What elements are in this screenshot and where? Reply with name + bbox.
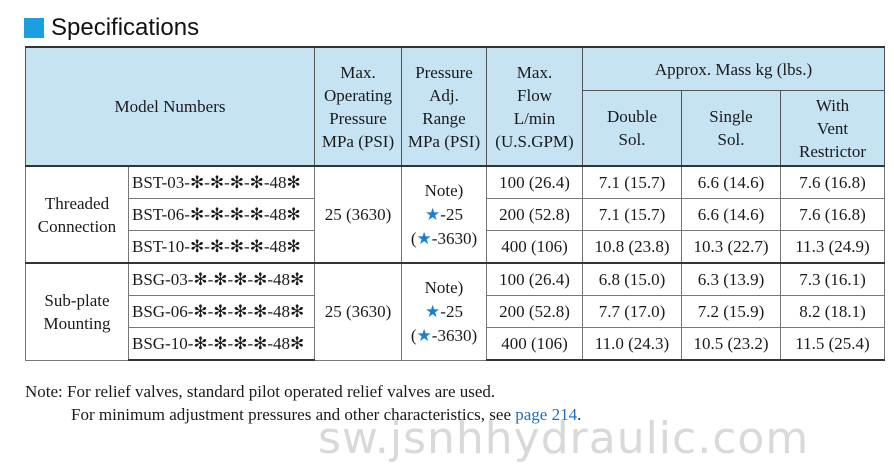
star-icon: ★ [416, 228, 432, 248]
mass-single-cell: 7.2 (15.9) [681, 295, 781, 328]
footnote-line-2: For minimum adjustment pressures and oth… [71, 405, 582, 424]
star-icon: ★ [416, 325, 432, 345]
section-heading: Specifications [24, 14, 199, 42]
model-number-cell: BSG-03-✻-✻-✻-✻-48✻ [128, 262, 315, 296]
heading-square-icon [24, 18, 44, 38]
watermark-text: sw.jsnhhydraulic.com [318, 413, 810, 464]
adj-range-cell: Note) ★-25 (★-3630) [401, 165, 487, 264]
table-row: Threaded Connection BST-03-✻-✻-✻-✻-48✻ 2… [25, 165, 886, 264]
table-row: BST-06-✻-✻-✻-✻-48✻ 200 (52.8) 7.1 (15.7)… [26, 198, 886, 231]
header-double-sol: Double Sol. [582, 90, 682, 167]
flow-cell: 100 (26.4) [486, 165, 583, 199]
header-approx-mass: Approx. Mass kg (lbs.) [581, 46, 886, 91]
header-max-flow: Max. Flow L/min (U.S.GPM) [486, 46, 583, 167]
mass-single-cell: 6.3 (13.9) [681, 262, 781, 296]
table-row: BSG-10-✻-✻-✻-✻-48✻ 400 (106) 11.0 (24.3)… [26, 327, 886, 361]
adj-range-cell: Note) ★-25 (★-3630) [401, 262, 487, 361]
flow-cell: 400 (106) [486, 230, 583, 264]
group-sub-plate-mounting: Sub-plate Mounting BSG-03-✻-✻-✻-✻-48✻ 25… [25, 262, 886, 361]
table-row: BSG-06-✻-✻-✻-✻-48✻ 200 (52.8) 7.7 (17.0)… [26, 295, 886, 328]
mass-double-cell: 10.8 (23.8) [582, 230, 682, 264]
footnote-line-1: Note: For relief valves, standard pilot … [25, 382, 496, 401]
page-reference-link[interactable]: page 214 [515, 405, 578, 424]
mass-vent-cell: 7.6 (16.8) [779, 198, 886, 231]
model-number-cell: BST-06-✻-✻-✻-✻-48✻ [128, 198, 315, 231]
mass-double-cell: 11.0 (24.3) [582, 327, 682, 361]
model-number-cell: BSG-06-✻-✻-✻-✻-48✻ [128, 295, 315, 328]
mass-vent-cell: 7.3 (16.1) [779, 262, 886, 296]
mass-vent-cell: 11.5 (25.4) [779, 327, 886, 361]
header-single-sol: Single Sol. [681, 90, 781, 167]
mass-vent-cell: 8.2 (18.1) [779, 295, 886, 328]
table-row: BST-10-✻-✻-✻-✻-48✻ 400 (106) 10.8 (23.8)… [26, 230, 886, 264]
model-number-cell: BST-03-✻-✻-✻-✻-48✻ [128, 165, 315, 199]
mass-double-cell: 7.1 (15.7) [582, 198, 682, 231]
footnote: Note: For relief valves, standard pilot … [25, 380, 581, 426]
mass-double-cell: 7.7 (17.0) [582, 295, 682, 328]
header-vent-restrictor: With Vent Restrictor [779, 90, 886, 167]
header-pressure-adj-range: Pressure Adj. Range MPa (PSI) [401, 46, 487, 167]
max-pressure-cell: 25 (3630) [314, 165, 402, 264]
group-label: Threaded Connection [25, 165, 129, 264]
group-threaded-connection: Threaded Connection BST-03-✻-✻-✻-✻-48✻ 2… [25, 165, 886, 264]
model-number-cell: BST-10-✻-✻-✻-✻-48✻ [128, 230, 315, 264]
star-icon: ★ [425, 301, 441, 321]
mass-vent-cell: 11.3 (24.9) [779, 230, 886, 264]
model-number-cell: BSG-10-✻-✻-✻-✻-48✻ [128, 327, 315, 361]
header-model-numbers: Model Numbers [25, 46, 315, 167]
max-pressure-cell: 25 (3630) [314, 262, 402, 361]
header-max-operating-pressure: Max. Operating Pressure MPa (PSI) [314, 46, 402, 167]
star-icon: ★ [425, 204, 441, 224]
flow-cell: 100 (26.4) [486, 262, 583, 296]
mass-double-cell: 6.8 (15.0) [582, 262, 682, 296]
heading-title: Specifications [51, 14, 200, 41]
group-label: Sub-plate Mounting [25, 262, 129, 361]
mass-single-cell: 6.6 (14.6) [681, 165, 781, 199]
table-row: Sub-plate Mounting BSG-03-✻-✻-✻-✻-48✻ 25… [25, 262, 886, 361]
mass-single-cell: 6.6 (14.6) [681, 198, 781, 231]
flow-cell: 200 (52.8) [486, 295, 583, 328]
mass-vent-cell: 7.6 (16.8) [779, 165, 886, 199]
mass-double-cell: 7.1 (15.7) [582, 165, 682, 199]
flow-cell: 400 (106) [486, 327, 583, 361]
mass-single-cell: 10.3 (22.7) [681, 230, 781, 264]
specifications-table: Model Numbers Max. Operating Pressure MP… [25, 46, 886, 361]
mass-single-cell: 10.5 (23.2) [681, 327, 781, 361]
flow-cell: 200 (52.8) [486, 198, 583, 231]
